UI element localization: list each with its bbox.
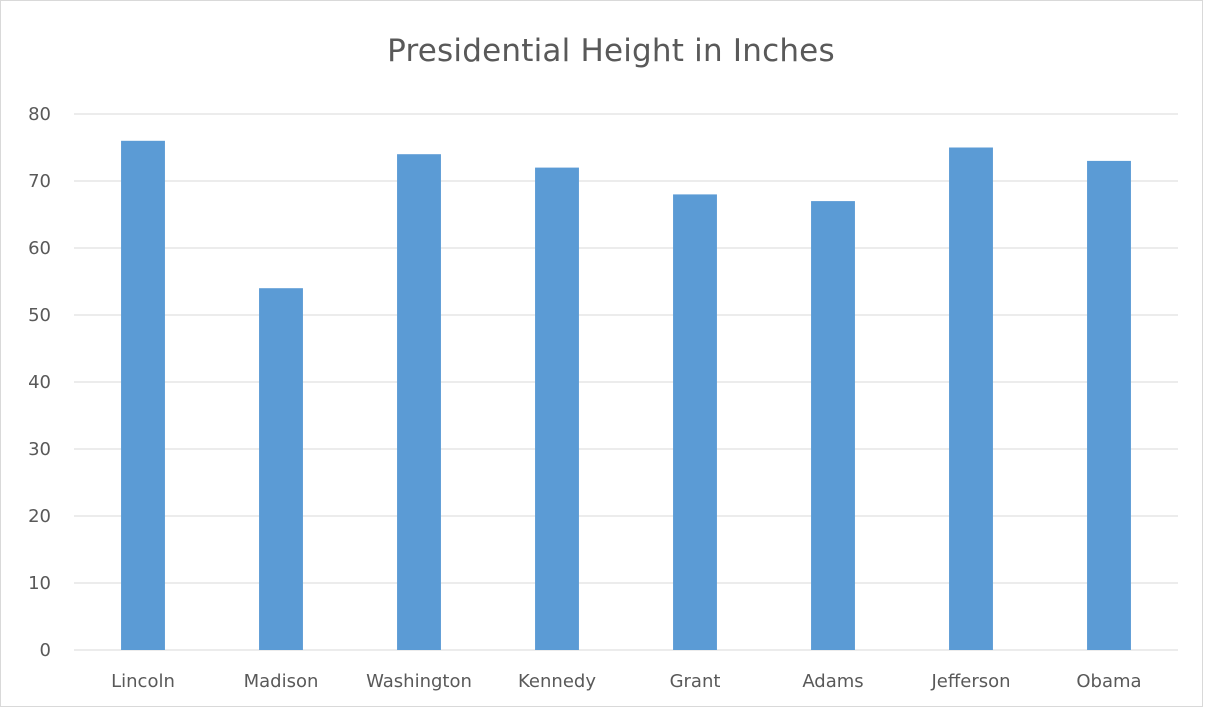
- bar-kennedy: [535, 167, 579, 650]
- bar-adams: [811, 201, 855, 650]
- bar-washington: [397, 154, 441, 650]
- bar-jefferson: [949, 147, 993, 650]
- y-tick-label: 50: [28, 305, 51, 326]
- y-tick-label: 70: [28, 171, 51, 192]
- x-tick-label: Jefferson: [930, 671, 1010, 692]
- bar-lincoln: [121, 140, 165, 651]
- x-axis-ticks: Lincoln Madison Washington Kennedy Grant Adam…: [111, 671, 1141, 692]
- bar-grant: [673, 194, 717, 650]
- x-tick-label: Adams: [802, 671, 863, 692]
- x-tick-label: Madison: [244, 671, 319, 692]
- bar-madison: [259, 288, 303, 650]
- y-tick-label: 40: [28, 372, 51, 393]
- y-tick-label: 60: [28, 238, 51, 259]
- x-tick-label: Lincoln: [111, 671, 175, 692]
- y-tick-label: 0: [40, 640, 51, 661]
- x-tick-label: Obama: [1076, 671, 1141, 692]
- y-tick-label: 30: [28, 439, 51, 460]
- x-tick-label: Washington: [366, 671, 472, 692]
- bars: [121, 140, 1131, 651]
- chart-title: Presidential Height in Inches: [387, 33, 835, 69]
- bar-obama: [1087, 160, 1131, 650]
- x-tick-label: Grant: [670, 671, 721, 692]
- y-tick-label: 20: [28, 506, 51, 527]
- gridlines: [74, 113, 1178, 651]
- y-axis-ticks: 0 10 20 30 40 50 60 70 80: [28, 104, 51, 661]
- y-tick-label: 80: [28, 104, 51, 125]
- x-tick-label: Kennedy: [518, 671, 596, 692]
- y-tick-label: 10: [28, 573, 51, 594]
